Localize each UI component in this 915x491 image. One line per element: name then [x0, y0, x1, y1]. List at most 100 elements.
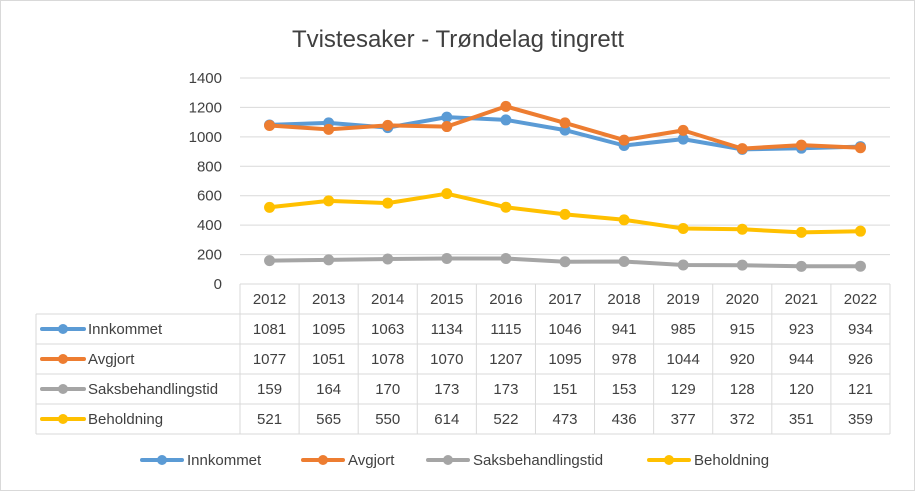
- data-point: [854, 225, 866, 237]
- data-point: [618, 214, 630, 226]
- data-point: [677, 124, 689, 136]
- table-row-key-marker: [58, 414, 68, 424]
- table-cell-value: 1063: [371, 321, 404, 338]
- y-tick-label: 600: [197, 188, 222, 205]
- data-point: [441, 188, 453, 200]
- table-cell-value: 1115: [490, 321, 521, 338]
- y-tick-label: 800: [197, 158, 222, 175]
- data-point: [441, 253, 453, 265]
- table-cell-value: 920: [730, 351, 755, 368]
- table-cell-value: 926: [848, 351, 873, 368]
- table-cell-value: 1077: [253, 351, 286, 368]
- y-tick-label: 200: [197, 247, 222, 264]
- y-tick-label: 400: [197, 217, 222, 234]
- data-point: [795, 260, 807, 272]
- x-tick-label: 2018: [607, 291, 640, 308]
- chart-title: Tvistesaker - Trøndelag tingrett: [292, 26, 624, 53]
- series-lines: [264, 100, 866, 272]
- table-cell-value: 173: [434, 381, 459, 398]
- table-cell-value: 1081: [253, 321, 286, 338]
- table-row-key-marker: [58, 324, 68, 334]
- y-tick-label: 1400: [189, 70, 222, 87]
- table-cell-value: 923: [789, 321, 814, 338]
- data-point: [618, 134, 630, 146]
- table-cell-value: 1134: [431, 321, 463, 338]
- legend-label: Beholdning: [694, 452, 769, 469]
- data-point: [736, 143, 748, 155]
- x-tick-label: 2012: [253, 291, 286, 308]
- table-cell-value: 614: [434, 411, 459, 428]
- data-point: [441, 111, 453, 123]
- table-cell-value: 522: [493, 411, 518, 428]
- x-tick-label: 2015: [430, 291, 463, 308]
- x-tick-label: 2020: [726, 291, 759, 308]
- table-cell-value: 934: [848, 321, 873, 338]
- legend-key-marker: [157, 455, 167, 465]
- data-point: [559, 256, 571, 268]
- table-cell-value: 473: [552, 411, 577, 428]
- data-point: [677, 223, 689, 235]
- data-point: [382, 119, 394, 131]
- legend: Innkommet Avgjort Saksbehandlingstid Behold…: [140, 452, 769, 469]
- data-point: [500, 100, 512, 112]
- table-cell-value: 377: [671, 411, 696, 428]
- table-cell-value: 1044: [666, 351, 699, 368]
- legend-label: Innkommet: [187, 452, 262, 469]
- x-tick-label: 2021: [785, 291, 818, 308]
- table-cell-value: 129: [671, 381, 696, 398]
- y-tick-label: 0: [214, 276, 222, 293]
- data-point: [382, 253, 394, 265]
- table-cell-value: 153: [612, 381, 637, 398]
- table-cell-value: 159: [257, 381, 282, 398]
- table-cell-value: 521: [257, 411, 282, 428]
- x-tick-label: 2016: [489, 291, 522, 308]
- table-row-key-marker: [58, 384, 68, 394]
- table-cell-value: 173: [493, 381, 518, 398]
- table-cell-value: 1095: [312, 321, 345, 338]
- data-point: [854, 260, 866, 272]
- data-point: [736, 223, 748, 235]
- data-point: [618, 255, 630, 267]
- table-cell-value: 164: [316, 381, 341, 398]
- y-tick-label: 1200: [189, 99, 222, 116]
- data-point: [323, 195, 335, 207]
- table-cell-value: 1046: [548, 321, 581, 338]
- legend-label: Avgjort: [348, 452, 395, 469]
- table-cell-value: 1051: [312, 351, 345, 368]
- data-point: [854, 142, 866, 154]
- data-point: [559, 117, 571, 129]
- table-cell-value: 565: [316, 411, 341, 428]
- table-cell-value: 151: [552, 381, 577, 398]
- table-row-label: Beholdning: [88, 411, 163, 428]
- table-cell-value: 1207: [489, 351, 522, 368]
- data-point: [500, 201, 512, 213]
- y-axis: 0 200 400 600 800 1000 1200 1400: [189, 70, 222, 293]
- data-point: [500, 114, 512, 126]
- x-tick-label: 2017: [548, 291, 581, 308]
- data-table: 2012 2013 2014 2015 2016 2017 2018 2019 2020 2021…: [35, 283, 891, 435]
- x-tick-label: 2013: [312, 291, 345, 308]
- table-row-label: Innkommet: [88, 321, 163, 338]
- x-tick-label: 2019: [666, 291, 699, 308]
- table-row-label: Avgjort: [88, 351, 135, 368]
- table-cell-value: 170: [375, 381, 400, 398]
- table-cell-value: 372: [730, 411, 755, 428]
- data-point: [677, 133, 689, 145]
- data-point: [795, 139, 807, 151]
- table-cell-value: 978: [612, 351, 637, 368]
- data-point: [264, 255, 276, 267]
- legend-key-marker: [443, 455, 453, 465]
- table-row-key-marker: [58, 354, 68, 364]
- x-tick-label: 2014: [371, 291, 404, 308]
- legend-key-marker: [664, 455, 674, 465]
- table-cell-value: 1070: [430, 351, 463, 368]
- table-cell-value: 915: [730, 321, 755, 338]
- table-cell-value: 359: [848, 411, 873, 428]
- table-cell-value: 941: [612, 321, 637, 338]
- table-cell-value: 120: [789, 381, 814, 398]
- data-point: [323, 254, 335, 266]
- table-cell-value: 985: [671, 321, 696, 338]
- data-point: [264, 201, 276, 213]
